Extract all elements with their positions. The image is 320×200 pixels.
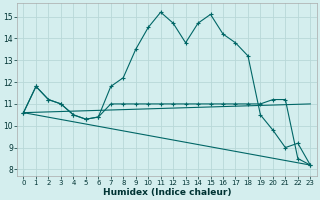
X-axis label: Humidex (Indice chaleur): Humidex (Indice chaleur): [103, 188, 231, 197]
